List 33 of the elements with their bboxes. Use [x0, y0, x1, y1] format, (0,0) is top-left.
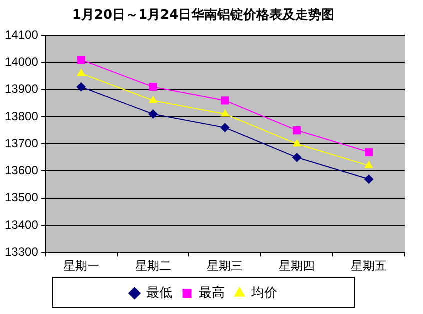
point — [220, 123, 230, 132]
chart-title: 1月20日～1月24日华南铝锭价格表及走势图 — [72, 7, 335, 24]
y-tick-label: 13500 — [4, 190, 39, 205]
point — [221, 110, 230, 117]
x-tick-label: 星期四 — [279, 258, 316, 273]
legend-label: 最高 — [198, 284, 225, 301]
x-tick-label: 星期一 — [63, 258, 100, 273]
x-tick-label: 星期五 — [351, 258, 388, 273]
x-tick-label: 星期二 — [135, 258, 172, 273]
point — [148, 110, 158, 119]
y-tick-label: 13800 — [4, 109, 39, 124]
point — [293, 126, 302, 135]
y-tick-label: 14100 — [4, 28, 39, 42]
y-tick-label: 14000 — [4, 55, 39, 70]
point — [292, 153, 302, 162]
point — [221, 96, 230, 105]
point — [77, 69, 86, 76]
point — [76, 82, 86, 92]
y-tick-label: 13300 — [4, 244, 39, 259]
y-tick-label: 13700 — [4, 136, 39, 150]
point — [77, 56, 86, 64]
y-tick-label: 13400 — [4, 218, 39, 232]
legend-label: 均价 — [250, 286, 278, 301]
y-tick-label: 13900 — [4, 82, 39, 96]
point — [365, 148, 374, 156]
point — [293, 140, 302, 147]
x-tick-label: 星期三 — [207, 258, 244, 273]
point — [149, 83, 158, 92]
point — [365, 161, 373, 168]
point — [149, 96, 158, 104]
y-tick-label: 13600 — [4, 164, 39, 178]
point — [364, 174, 374, 184]
legend-label: 最低 — [146, 286, 172, 301]
